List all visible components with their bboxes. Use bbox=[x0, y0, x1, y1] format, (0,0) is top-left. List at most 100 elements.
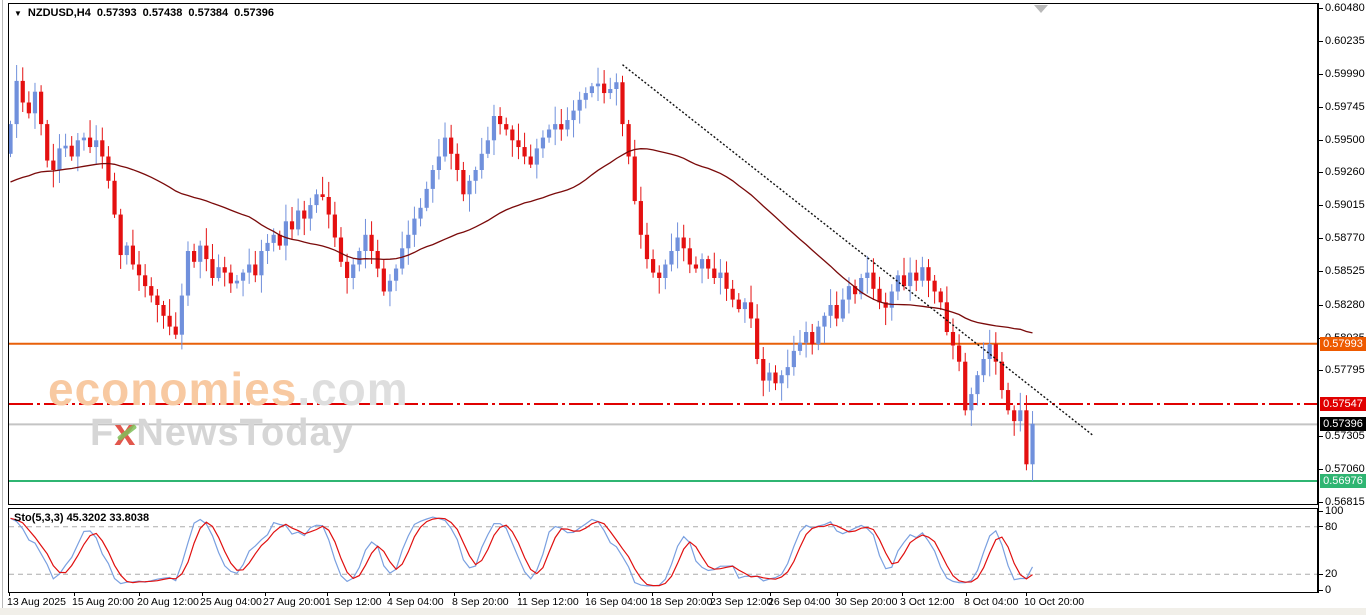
price-axis-label: 0.57795 bbox=[1325, 363, 1365, 376]
time-axis-label: 25 Aug 04:00 bbox=[200, 596, 262, 608]
sto-tick bbox=[1318, 526, 1323, 528]
watermark-news-x-icon: x bbox=[114, 412, 137, 454]
candle bbox=[136, 250, 142, 291]
price-axis-label: 0.59015 bbox=[1325, 199, 1365, 212]
main-chart-canvas[interactable] bbox=[9, 4, 1317, 504]
candle bbox=[228, 264, 233, 293]
candle bbox=[914, 259, 919, 292]
candle bbox=[387, 274, 393, 307]
candle bbox=[45, 119, 50, 168]
time-tick bbox=[587, 593, 588, 596]
quote-close: 0.57396 bbox=[234, 7, 274, 19]
time-tick bbox=[1026, 593, 1027, 596]
candle bbox=[485, 126, 490, 159]
candle bbox=[216, 254, 221, 282]
candle bbox=[491, 104, 497, 156]
candle bbox=[1024, 395, 1029, 471]
candle bbox=[363, 218, 368, 269]
candle bbox=[198, 240, 203, 279]
time-axis-label: 15 Aug 20:00 bbox=[72, 596, 134, 608]
candle bbox=[320, 176, 325, 201]
time-axis-label: 20 Aug 12:00 bbox=[137, 596, 199, 608]
candle bbox=[559, 109, 564, 141]
price-tick bbox=[1318, 106, 1323, 108]
time-tick bbox=[74, 593, 75, 596]
chart-shift-marker-icon[interactable] bbox=[1034, 5, 1048, 13]
time-tick bbox=[389, 593, 390, 596]
candle bbox=[449, 124, 454, 170]
price-tick bbox=[1318, 469, 1323, 471]
time-axis-label: 18 Sep 20:00 bbox=[650, 596, 713, 608]
candle bbox=[87, 120, 93, 154]
candle bbox=[161, 300, 166, 329]
time-tick bbox=[202, 593, 203, 596]
quote-high: 0.57438 bbox=[142, 7, 183, 19]
candle bbox=[308, 197, 313, 231]
window-bottom-strip bbox=[0, 608, 1366, 615]
candle bbox=[779, 370, 784, 401]
candle bbox=[9, 120, 13, 158]
chart-title: ▼ NZDUSD,H4 0.57393 0.57438 0.57384 0.57… bbox=[14, 7, 274, 19]
candle bbox=[326, 181, 331, 229]
candle bbox=[277, 230, 282, 250]
candle bbox=[865, 255, 870, 294]
candle bbox=[638, 186, 643, 249]
time-axis-label: 10 Oct 20:00 bbox=[1024, 596, 1085, 608]
candle bbox=[436, 139, 441, 180]
sto-axis-label-100: 100 bbox=[1325, 505, 1344, 517]
candle bbox=[736, 293, 741, 313]
candle bbox=[730, 279, 735, 308]
candle bbox=[234, 274, 240, 289]
candle bbox=[651, 249, 656, 278]
candle bbox=[889, 284, 894, 321]
price-tick bbox=[1318, 436, 1323, 438]
candle bbox=[253, 250, 258, 283]
time-tick bbox=[652, 593, 653, 596]
watermark-brand-text: economies bbox=[48, 363, 298, 415]
time-axis-label: 26 Sep 04:00 bbox=[768, 596, 831, 608]
candle bbox=[755, 304, 760, 365]
stochastic-canvas[interactable] bbox=[9, 509, 1317, 592]
candle bbox=[785, 349, 790, 389]
price-axis-label: 0.58525 bbox=[1325, 265, 1365, 278]
candle bbox=[975, 371, 980, 406]
candle bbox=[602, 70, 607, 104]
candle bbox=[565, 107, 570, 137]
candle bbox=[632, 139, 637, 205]
time-tick bbox=[770, 593, 771, 596]
time-tick bbox=[712, 593, 713, 596]
price-axis-label: 0.57305 bbox=[1325, 430, 1365, 443]
sto-tick bbox=[1318, 573, 1323, 575]
candle bbox=[840, 288, 845, 322]
candle bbox=[828, 289, 833, 328]
price-badge-0.57396: 0.57396 bbox=[1320, 417, 1366, 432]
symbol-dropdown-icon[interactable]: ▼ bbox=[14, 8, 22, 18]
sto-tick bbox=[1318, 510, 1323, 512]
candle bbox=[669, 233, 674, 272]
candle bbox=[920, 256, 925, 287]
candle bbox=[369, 221, 374, 264]
time-tick bbox=[519, 593, 520, 596]
price-badge-0.57993: 0.57993 bbox=[1320, 336, 1366, 351]
trendline[interactable] bbox=[622, 64, 1095, 437]
candle bbox=[271, 228, 276, 252]
candle bbox=[130, 229, 135, 270]
candle bbox=[895, 270, 900, 301]
candle bbox=[742, 298, 747, 323]
candle bbox=[173, 312, 178, 339]
candle bbox=[81, 132, 87, 151]
candle bbox=[620, 75, 625, 137]
candle bbox=[761, 347, 766, 397]
candle bbox=[479, 137, 484, 179]
candle bbox=[296, 198, 301, 236]
candle bbox=[681, 224, 686, 262]
candle bbox=[283, 204, 288, 261]
candle bbox=[473, 166, 478, 194]
candle bbox=[595, 67, 601, 102]
candle bbox=[1012, 405, 1017, 436]
candle bbox=[614, 73, 619, 106]
candle bbox=[247, 248, 252, 284]
quote-open: 0.57393 bbox=[96, 7, 137, 19]
candle bbox=[589, 82, 594, 98]
candle bbox=[57, 134, 62, 183]
